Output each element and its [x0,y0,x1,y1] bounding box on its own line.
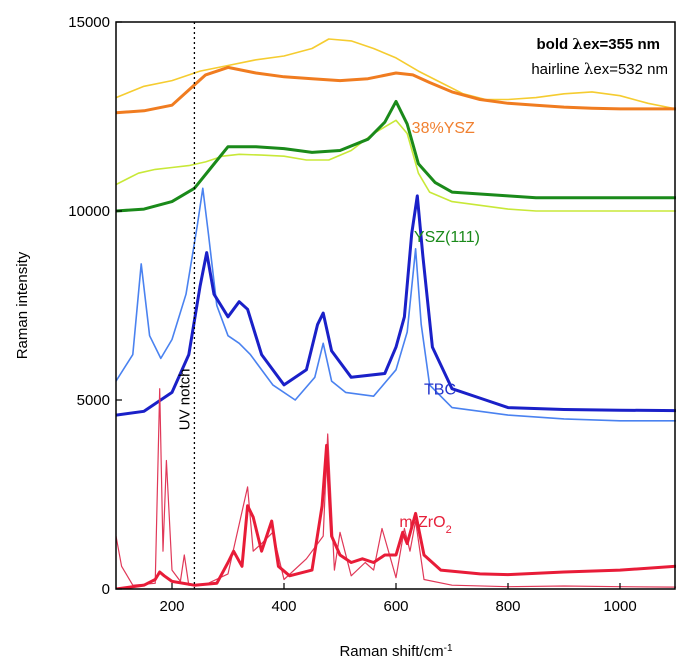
legend-bold-suffix: ex=355 nm [583,36,660,53]
y-tick-label-5000: 5000 [77,392,110,409]
legend-bold-entry: bold λex=355 nm [537,35,661,53]
notch-layer: UV notch [176,22,196,589]
series-label-0: 38%YSZ [412,120,475,137]
series-label-text-0: 38%YSZ [412,120,475,137]
x-tick-label-1000: 1000 [603,598,636,615]
y-tick-label-15000: 15000 [68,14,110,31]
x-tick-label-400: 400 [271,598,296,615]
series-line-5 [116,194,676,417]
y-tick-label-10000: 10000 [68,203,110,220]
x-axis-label-sup: -1 [444,643,453,654]
series-line-3 [116,99,676,213]
series-labels: 38%YSZ YSZ(111) TBC m-ZrO2 [399,120,480,536]
series-label-text-1: YSZ(111) [414,229,480,246]
series-label-1: YSZ(111) [414,229,480,246]
uv-notch-label: UV notch [176,369,193,431]
series-label-3: m-ZrO2 [399,514,451,536]
x-tick-label-800: 800 [495,598,520,615]
x-tick-label-200: 200 [159,598,184,615]
legend: bold λex=355 nm hairline λex=532 nm [531,35,668,78]
legend-hairline-prefix: hairline [531,61,584,78]
series-label-text-2: TBC [424,381,456,398]
x-axis-label-text: Raman shift/cm [339,643,443,660]
series-line-0 [116,38,676,110]
series-line-1 [116,65,676,115]
legend-bold-lambda: λ [572,35,583,53]
series-layer [116,38,676,589]
series-line-7 [116,443,676,589]
series-label-text-3: m-ZrO [399,514,445,531]
y-axis-label: Raman intensity [14,251,31,359]
legend-hairline-suffix: ex=532 nm [593,61,668,78]
x-tick-label-600: 600 [383,598,408,615]
legend-hairline-lambda: λ [584,60,594,78]
series-label-2: TBC [424,381,456,398]
series-line-6 [116,388,676,588]
legend-hairline-entry: hairline λex=532 nm [531,60,668,78]
y-tick-label-0: 0 [102,581,110,598]
series-line-4 [116,187,676,422]
series-label-sub-3: 2 [446,524,452,536]
legend-bold-prefix: bold [537,36,573,53]
x-axis-label: Raman shift/cm-1 [339,643,453,661]
